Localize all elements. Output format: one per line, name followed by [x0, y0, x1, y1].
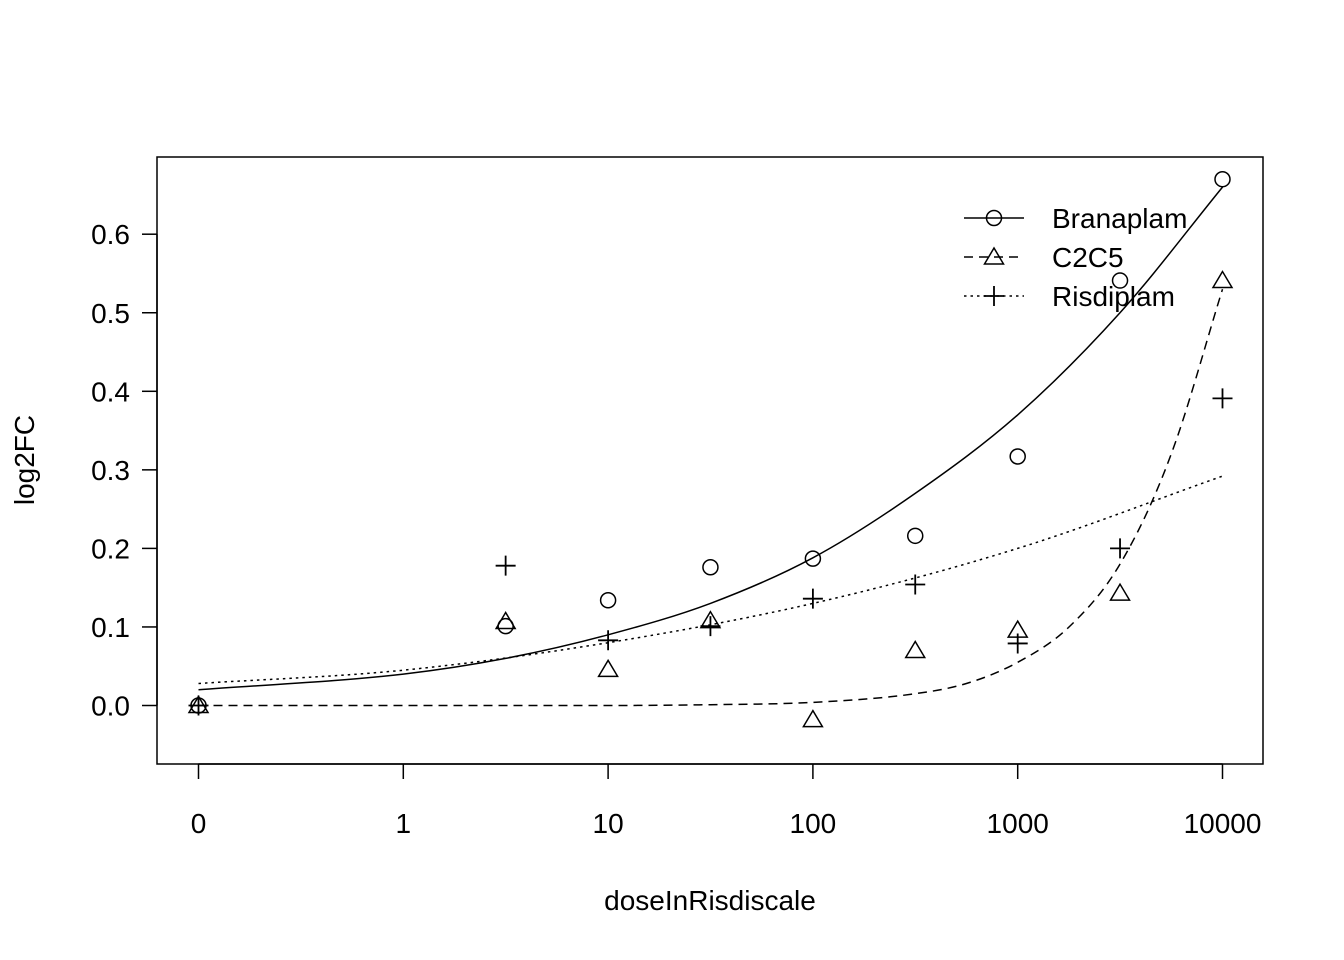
- x-tick-label: 1000: [987, 808, 1049, 839]
- fit-curve-c2c5: [198, 288, 1224, 707]
- x-tick-label: 1: [396, 808, 412, 839]
- legend: Branaplam C2C5 Risdiplam: [964, 203, 1187, 312]
- data-point-risdiplam: [700, 616, 721, 637]
- data-point-risdiplam: [1110, 538, 1131, 559]
- legend-marker-risdiplam: [984, 286, 1004, 306]
- data-point-branaplam: [1111, 272, 1129, 289]
- data-point-branaplam: [1009, 448, 1026, 465]
- data-point-branaplam: [1214, 170, 1231, 188]
- y-axis-label: log2FC: [9, 415, 40, 505]
- y-tick-label: 0.4: [91, 376, 130, 407]
- data-point-risdiplam: [188, 695, 209, 716]
- data-point-risdiplam: [1007, 633, 1028, 654]
- data-point-c2c5: [1109, 582, 1131, 601]
- data-point-branaplam: [702, 559, 719, 576]
- data-point-branaplam: [804, 550, 822, 567]
- data-point-risdiplam: [802, 588, 823, 609]
- legend-marker-c2c5: [983, 246, 1005, 265]
- x-tick-label: 10000: [1184, 808, 1262, 839]
- legend-marker-branaplam: [985, 209, 1003, 227]
- data-point-risdiplam: [1212, 388, 1233, 409]
- legend-label-risdiplam: Risdiplam: [1052, 281, 1175, 312]
- data-point-risdiplam: [495, 555, 516, 576]
- y-tick-label: 0.6: [91, 219, 130, 250]
- y-tick-label: 0.2: [91, 533, 130, 564]
- y-tick-label: 0.1: [91, 612, 130, 643]
- fit-curve-risdiplam: [198, 475, 1223, 685]
- y-tick-label: 0.0: [91, 691, 130, 722]
- x-tick-label: 0: [191, 808, 207, 839]
- data-point-c2c5: [494, 610, 517, 630]
- data-point-c2c5: [597, 658, 619, 678]
- y-axis: 0.0 0.1 0.2 0.3 0.4 0.5 0.6: [91, 219, 158, 722]
- x-tick-label: 10: [593, 808, 624, 839]
- data-point-risdiplam: [598, 630, 619, 651]
- data-point-branaplam: [906, 527, 924, 545]
- fit-curve-branaplam: [198, 186, 1224, 691]
- x-axis: 0 1 10 100 1000 10000: [191, 763, 1262, 839]
- y-tick-label: 0.3: [91, 455, 130, 486]
- x-axis-label: doseInRisdiscale: [604, 885, 816, 916]
- legend-label-c2c5: C2C5: [1052, 242, 1124, 273]
- data-point-risdiplam: [905, 574, 926, 595]
- data-point-c2c5: [1211, 270, 1234, 289]
- legend-label-branaplam: Branaplam: [1052, 203, 1187, 234]
- data-point-c2c5: [904, 640, 927, 659]
- data-point-branaplam: [599, 591, 617, 609]
- y-tick-label: 0.5: [91, 298, 130, 329]
- data-points: [187, 170, 1234, 728]
- data-point-c2c5: [802, 709, 824, 728]
- x-tick-label: 100: [790, 808, 837, 839]
